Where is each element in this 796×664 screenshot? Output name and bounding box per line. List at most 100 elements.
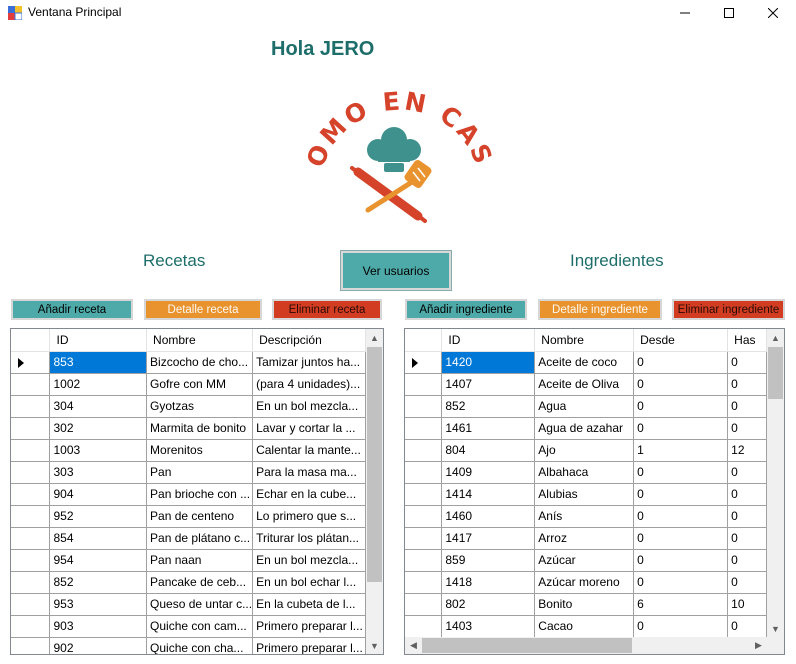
table-row[interactable]: 802 Bonito 6 10 (405, 593, 767, 616)
table-cell[interactable]: En un bol mezcla... (252, 395, 366, 418)
table-cell[interactable]: 1414 (441, 483, 536, 506)
table-cell[interactable]: 852 (441, 395, 536, 418)
table-cell[interactable]: Azúcar moreno (534, 571, 635, 594)
table-row[interactable]: 853 Bizcocho de cho... Tamizar juntos ha..… (11, 351, 366, 374)
table-cell[interactable]: 804 (441, 439, 536, 462)
row-header[interactable] (405, 439, 443, 462)
table-cell[interactable]: 1403 (441, 615, 536, 637)
maximize-button[interactable] (706, 0, 752, 26)
table-cell[interactable]: Aceite de Oliva (534, 373, 635, 396)
table-cell[interactable]: 10 (727, 593, 767, 616)
ingredientes-grid[interactable]: ID Nombre Desde Has 1420 Aceite de coco 0 0… (404, 328, 785, 655)
table-cell[interactable]: 954 (49, 549, 148, 572)
table-row[interactable]: 904 Pan brioche con ... Echar en la cube..… (11, 483, 366, 506)
row-header[interactable] (405, 593, 443, 616)
table-cell[interactable]: Pan (146, 461, 254, 484)
table-cell[interactable]: Pan de centeno (146, 505, 254, 528)
table-row[interactable]: 952 Pan de centeno Lo primero que s... (11, 505, 366, 528)
column-header-desde[interactable]: Desde (633, 329, 729, 352)
table-cell[interactable]: 0 (633, 483, 729, 506)
table-cell[interactable]: Arroz (534, 527, 635, 550)
table-cell[interactable]: En un bol mezcla... (252, 549, 366, 572)
table-cell[interactable]: 859 (441, 549, 536, 572)
row-header[interactable] (11, 571, 51, 594)
table-cell[interactable]: Tamizar juntos ha... (252, 351, 366, 374)
table-row[interactable]: 1418 Azúcar moreno 0 0 (405, 571, 767, 594)
table-cell[interactable]: 0 (727, 549, 767, 572)
row-header[interactable] (405, 395, 443, 418)
table-cell[interactable]: 0 (727, 483, 767, 506)
table-cell[interactable]: 0 (727, 615, 767, 637)
row-header[interactable] (11, 483, 51, 506)
close-button[interactable] (750, 0, 796, 26)
table-cell[interactable]: 953 (49, 593, 148, 616)
table-cell[interactable]: Gyotzas (146, 395, 254, 418)
row-header[interactable] (405, 571, 443, 594)
table-row[interactable]: 1403 Cacao 0 0 (405, 615, 767, 637)
table-cell[interactable]: 0 (727, 395, 767, 418)
table-cell[interactable]: 1407 (441, 373, 536, 396)
table-cell[interactable]: Bizcocho de cho... (146, 351, 254, 374)
table-cell[interactable]: Cacao (534, 615, 635, 637)
table-cell[interactable]: Lavar y cortar la ... (252, 417, 366, 440)
table-cell[interactable]: 0 (727, 373, 767, 396)
table-cell[interactable]: En la cubeta de l... (252, 593, 366, 616)
scroll-thumb[interactable] (367, 347, 382, 582)
row-header[interactable] (11, 395, 51, 418)
table-cell[interactable]: 0 (727, 571, 767, 594)
column-header-hasta[interactable]: Has (727, 329, 767, 352)
ingredientes-vertical-scrollbar[interactable]: ▲ ▼ (767, 329, 784, 637)
table-cell[interactable]: 0 (633, 615, 729, 637)
table-cell[interactable]: 802 (441, 593, 536, 616)
table-cell[interactable]: 0 (633, 417, 729, 440)
table-row[interactable]: 1409 Albahaca 0 0 (405, 461, 767, 484)
row-header[interactable] (405, 549, 443, 572)
table-cell[interactable]: 0 (727, 505, 767, 528)
table-cell[interactable]: Gofre con MM (146, 373, 254, 396)
table-cell[interactable]: Calentar la mante... (252, 439, 366, 462)
table-cell[interactable]: 903 (49, 615, 148, 638)
table-cell[interactable]: 0 (633, 395, 729, 418)
table-cell[interactable]: Pan naan (146, 549, 254, 572)
table-cell[interactable]: Agua (534, 395, 635, 418)
table-cell[interactable]: 0 (727, 417, 767, 440)
row-header[interactable] (11, 417, 51, 440)
table-cell[interactable]: 304 (49, 395, 148, 418)
table-cell[interactable]: Albahaca (534, 461, 635, 484)
table-cell[interactable]: 0 (633, 351, 729, 374)
row-header[interactable] (405, 373, 443, 396)
table-row[interactable]: 852 Pancake de ceb... En un bol echar l... (11, 571, 366, 594)
table-row[interactable]: 953 Queso de untar c... En la cubeta de l.… (11, 593, 366, 616)
table-row[interactable]: 1417 Arroz 0 0 (405, 527, 767, 550)
column-header-nombre[interactable]: Nombre (146, 329, 254, 352)
table-row[interactable]: 1407 Aceite de Oliva 0 0 (405, 373, 767, 396)
column-header-nombre[interactable]: Nombre (534, 329, 635, 352)
column-header-descripcion[interactable]: Descripción (252, 329, 366, 352)
add-ingredient-button[interactable]: Añadir ingrediente (405, 299, 527, 320)
table-cell[interactable]: 1420 (441, 351, 536, 374)
table-cell[interactable]: Pancake de ceb... (146, 571, 254, 594)
scroll-thumb[interactable] (768, 347, 783, 399)
table-cell[interactable]: 6 (633, 593, 729, 616)
table-cell[interactable]: 0 (727, 351, 767, 374)
column-header-id[interactable]: ID (441, 329, 536, 352)
table-cell[interactable]: Alubias (534, 483, 635, 506)
table-cell[interactable]: 1417 (441, 527, 536, 550)
table-row[interactable]: 1461 Agua de azahar 0 0 (405, 417, 767, 440)
row-header[interactable] (405, 461, 443, 484)
scroll-up-arrow-icon[interactable]: ▲ (370, 332, 379, 343)
table-cell[interactable]: 904 (49, 483, 148, 506)
delete-recipe-button[interactable]: Eliminar receta (272, 299, 382, 320)
table-cell[interactable]: Triturar los plátan... (252, 527, 366, 550)
table-cell[interactable]: 952 (49, 505, 148, 528)
table-cell[interactable]: 1409 (441, 461, 536, 484)
delete-ingredient-button[interactable]: Eliminar ingrediente (672, 299, 785, 320)
table-cell[interactable]: 1460 (441, 505, 536, 528)
table-cell[interactable]: 302 (49, 417, 148, 440)
table-cell[interactable]: Quiche con cam... (146, 615, 254, 638)
table-row[interactable]: 304 Gyotzas En un bol mezcla... (11, 395, 366, 418)
ingredientes-horizontal-scrollbar[interactable]: ◀ ▶ (405, 637, 767, 654)
table-cell[interactable]: 0 (633, 527, 729, 550)
row-header[interactable] (405, 417, 443, 440)
table-cell[interactable]: 902 (49, 637, 148, 654)
